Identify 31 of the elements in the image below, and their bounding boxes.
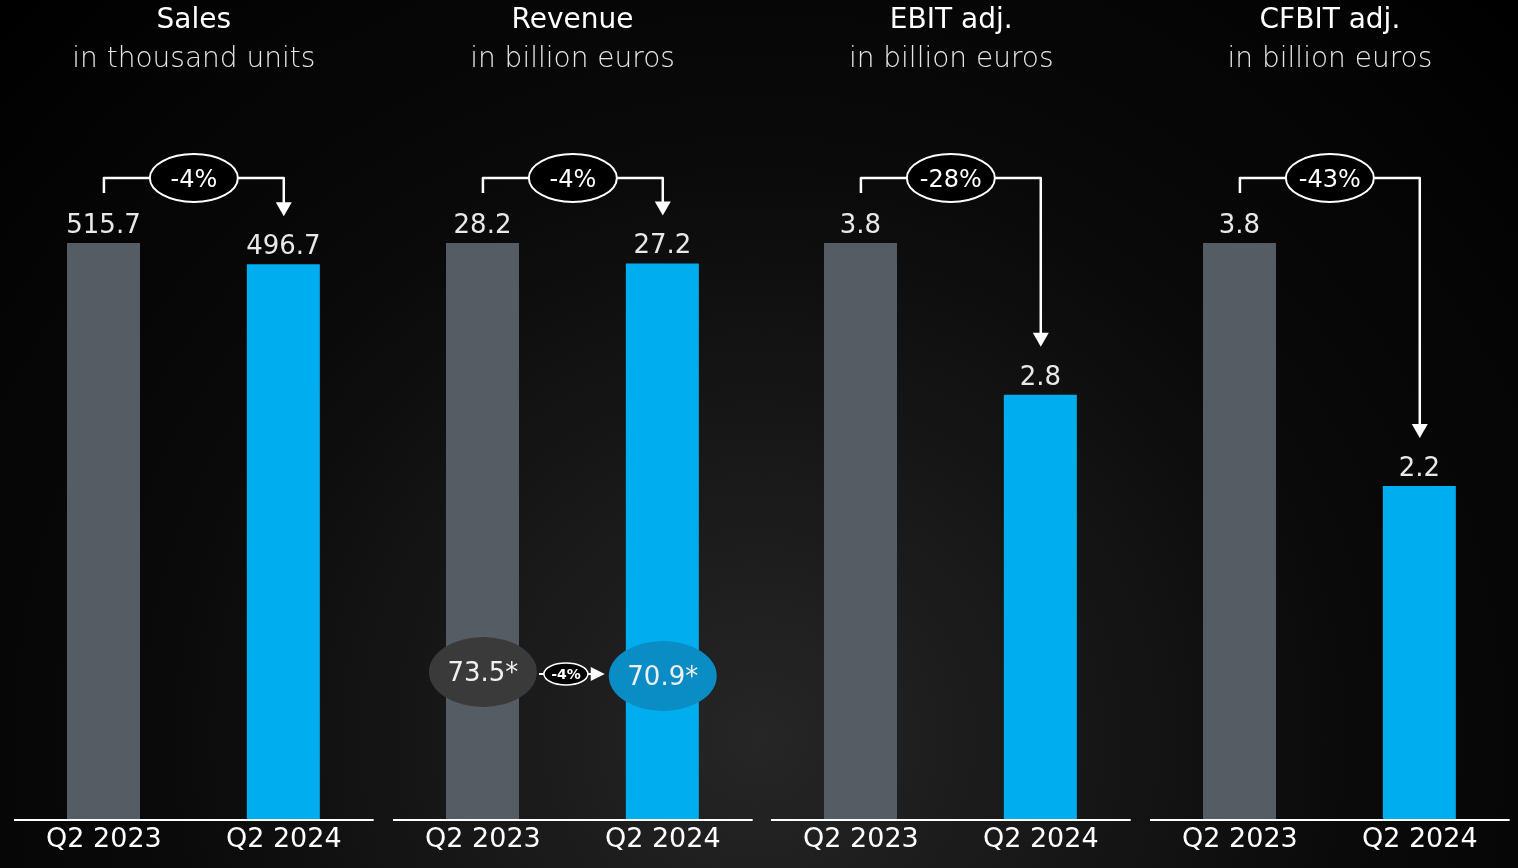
data-label: 515.7 [66, 209, 141, 240]
data-label: 28.2 [453, 209, 512, 240]
x-tick-label: Q2 2023 [46, 822, 162, 854]
x-tick-label: Q2 2023 [803, 822, 920, 854]
annotation: 70.9* [627, 661, 698, 691]
text: -43% [1298, 165, 1361, 193]
chart-title: EBIT adj. [888, 2, 1014, 35]
text: -4% [549, 165, 596, 193]
data-label: 27.2 [633, 229, 691, 260]
chart-title: Sales [155, 2, 233, 35]
x-tick-label: Q2 2024 [604, 822, 721, 854]
text: -4% [170, 165, 218, 193]
data-label: 496.7 [246, 230, 321, 261]
chart-subtitle: in billion euros [1226, 41, 1434, 74]
x-tick-label: Q2 2024 [1362, 822, 1478, 854]
x-tick-label: Q2 2024 [225, 822, 342, 854]
data-label: 2.8 [1020, 360, 1062, 391]
x-tick-label: Q2 2023 [1182, 822, 1298, 854]
data-label: 3.8 [1218, 209, 1261, 240]
chart-title: CFBIT adj. [1258, 2, 1402, 35]
annotation: 73.5* [447, 657, 519, 687]
x-tick-label: Q2 2023 [424, 822, 541, 854]
x-tick-label: Q2 2024 [983, 822, 1099, 854]
text: -28% [920, 165, 983, 193]
chart-subtitle: in thousand units [71, 41, 317, 74]
data-label: 2.2 [1398, 451, 1441, 482]
annotation: -4% [550, 666, 581, 682]
chart-subtitle: in billion euros [469, 41, 676, 74]
chart-subtitle: in billion euros [847, 41, 1055, 74]
data-label: 3.8 [840, 209, 882, 240]
chart-title: Revenue [510, 2, 635, 35]
